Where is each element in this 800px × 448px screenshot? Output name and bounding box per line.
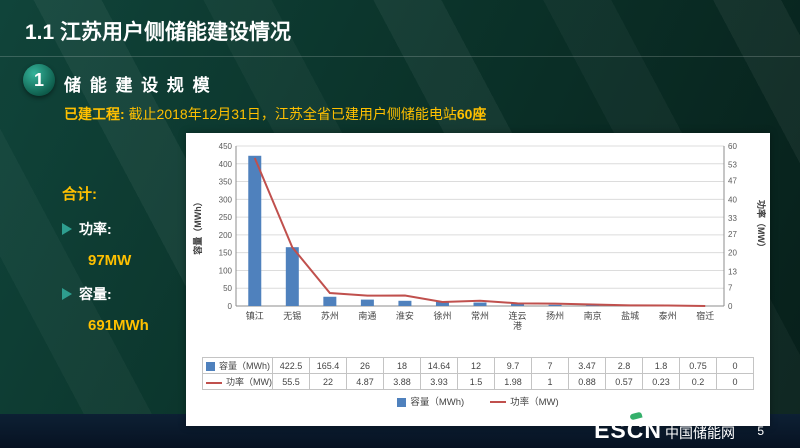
svg-text:0: 0 <box>728 302 733 311</box>
bar-南通 <box>360 299 374 306</box>
svg-text:南京: 南京 <box>584 310 602 321</box>
built-projects-highlight: 60座 <box>456 106 487 122</box>
svg-text:苏州: 苏州 <box>321 310 339 321</box>
svg-text:扬州: 扬州 <box>546 310 564 321</box>
svg-text:宿迁: 宿迁 <box>696 310 714 321</box>
line-series-icon <box>490 401 507 404</box>
svg-text:0: 0 <box>228 302 233 311</box>
svg-text:连云港: 连云港 <box>509 310 527 331</box>
total-label: 合计: <box>62 186 97 203</box>
power-value: 97MW <box>88 252 132 269</box>
svg-text:7: 7 <box>728 283 733 292</box>
svg-text:20: 20 <box>728 249 737 258</box>
svg-text:450: 450 <box>219 142 233 151</box>
bar-南京 <box>586 305 600 306</box>
svg-text:100: 100 <box>219 266 233 275</box>
svg-text:功率（MW）: 功率（MW） <box>756 200 766 252</box>
section-number-badge: 1 <box>23 64 55 96</box>
total-capacity-item: 容量: 691MWh <box>62 284 149 334</box>
built-projects-text: 截止2018年12月31日，江苏全省已建用户侧储能电站 <box>124 106 457 122</box>
page-title: 1.1 江苏用户侧储能建设情况 <box>25 21 292 44</box>
svg-text:13: 13 <box>728 267 737 276</box>
escn-logo-text: ESCN <box>594 417 662 443</box>
svg-text:60: 60 <box>728 142 737 151</box>
section-title: 储 能 建 设 规 模 <box>64 76 212 95</box>
arrow-bullet-icon <box>62 288 72 300</box>
svg-text:200: 200 <box>219 231 233 240</box>
escn-logo: ESCN 中国储能网 <box>594 411 735 444</box>
bar-苏州 <box>323 296 337 306</box>
chart-legend: 容量（MWh) 功率（MW) <box>186 394 770 408</box>
svg-text:南通: 南通 <box>358 310 376 321</box>
bar-连云港 <box>511 303 525 306</box>
legend-item-bar: 容量（MWh) <box>397 394 464 408</box>
bar-无锡 <box>285 247 299 306</box>
svg-text:300: 300 <box>219 195 233 204</box>
bar-series-icon <box>397 397 407 407</box>
capacity-label: 容量: <box>79 286 112 302</box>
svg-text:镇江: 镇江 <box>246 310 264 321</box>
combo-chart: 0 50 100 150 200 250 300 350 400 450 0 7 13 20 27 33 40 4… <box>192 142 767 331</box>
svg-text:淮安: 淮安 <box>396 310 414 321</box>
chart-table-area: 容量（MWh) 422.5 165.4 26 18 14.64 12 9.7 7 3.47 2.8 1… <box>186 357 770 390</box>
table-row: 容量（MWh) 422.5 165.4 26 18 14.64 12 9.7 7 3.47 2.8 1… <box>202 357 754 374</box>
svg-text:350: 350 <box>219 178 233 187</box>
svg-text:容量（MWh）: 容量（MWh） <box>192 197 203 256</box>
svg-text:徐州: 徐州 <box>433 310 451 321</box>
legend-item-line: 功率（MW) <box>490 394 559 408</box>
svg-text:47: 47 <box>728 177 737 186</box>
built-projects-line: 已建工程: 截止2018年12月31日，江苏全省已建用户侧储能电站60座 <box>64 104 486 124</box>
svg-text:150: 150 <box>219 249 233 258</box>
built-projects-label: 已建工程: <box>64 106 125 122</box>
svg-text:无锡: 无锡 <box>283 311 301 321</box>
svg-text:盐城: 盐城 <box>621 310 639 321</box>
bar-镇江 <box>248 155 262 306</box>
line-series-icon <box>206 381 222 384</box>
totals-summary: 合计: 功率: 97MW 容量: 691MWh <box>62 183 149 334</box>
bar-淮安 <box>398 300 412 306</box>
bar-扬州 <box>548 304 562 306</box>
svg-text:400: 400 <box>219 160 233 169</box>
svg-text:53: 53 <box>728 161 737 170</box>
svg-text:常州: 常州 <box>471 310 489 321</box>
chart-data-table: 容量（MWh) 422.5 165.4 26 18 14.64 12 9.7 7 3.47 2.8 1… <box>202 357 754 390</box>
arrow-bullet-icon <box>62 223 72 235</box>
escn-logo-name: 中国储能网 <box>665 425 735 441</box>
total-power-item: 功率: 97MW <box>62 219 149 269</box>
table-row: 功率（MW) 55.5 22 4.87 3.88 3.93 1.5 1.98 1 0.88 0.57… <box>202 373 754 390</box>
svg-text:40: 40 <box>728 195 737 204</box>
power-label: 功率: <box>79 221 112 237</box>
page-number: 5 <box>757 424 764 438</box>
power-line <box>253 157 706 307</box>
svg-text:泰州: 泰州 <box>659 310 677 321</box>
svg-text:33: 33 <box>728 214 737 223</box>
svg-text:27: 27 <box>728 230 737 239</box>
svg-text:50: 50 <box>223 284 232 293</box>
title-divider <box>0 56 800 57</box>
bar-series-icon <box>206 362 215 372</box>
bar-常州 <box>473 302 487 306</box>
chart-panel: 0 50 100 150 200 250 300 350 400 450 0 7 13 20 27 33 40 4… <box>186 133 770 426</box>
svg-text:250: 250 <box>219 213 233 222</box>
capacity-value: 691MWh <box>88 317 149 334</box>
bar-徐州 <box>435 301 449 306</box>
chart-area: 0 50 100 150 200 250 300 350 400 450 0 7 13 20 27 33 40 4… <box>186 136 770 357</box>
